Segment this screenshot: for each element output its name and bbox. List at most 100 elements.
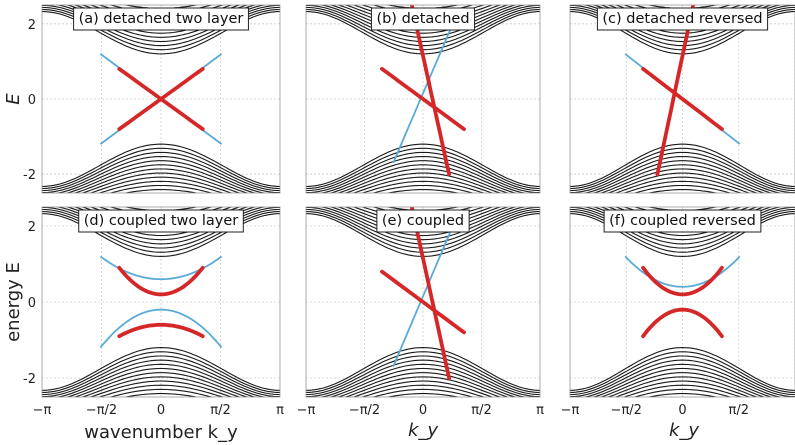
plot-area (306, 5, 540, 193)
bulk-band-line (81, 376, 241, 397)
axes-frame (569, 4, 795, 194)
bulk-band-line (89, 380, 233, 397)
bulk-band-line (306, 207, 540, 245)
bulk-band-line (582, 160, 783, 193)
axes-frame (569, 206, 795, 398)
bulk-band-line (622, 180, 743, 193)
bulk-band-line (55, 160, 267, 193)
edge-state-red (641, 265, 724, 297)
bulk-band-line (306, 155, 540, 193)
bulk-band-line (306, 6, 540, 47)
edge-state-red (641, 67, 724, 131)
bulk-band-line (329, 207, 517, 237)
bulk-band-line (306, 355, 540, 396)
panel-a: (a) detached two layer -2 0 2 (23, 4, 281, 194)
bulk-band-line (646, 189, 719, 193)
plot-area (42, 5, 280, 193)
edge-state-red (117, 265, 205, 297)
bulk-band-line (123, 189, 199, 193)
ytick-label: 0 (28, 93, 36, 108)
bulk-band-line (319, 160, 527, 193)
edge-state-red (655, 5, 696, 177)
bulk-band-line (614, 380, 751, 397)
bulk-band-line (55, 363, 267, 397)
bulk-band-line (591, 164, 774, 193)
bulk-band-line (361, 384, 485, 397)
x-axis-label-mid: k_y (408, 420, 438, 441)
xtick-label: −π/2 (611, 403, 642, 418)
panel-d: (d) coupled two layer -2 0 2 −π −π/2 0 π/2 π (23, 206, 284, 418)
bulk-band-line (344, 172, 502, 193)
edge-state-blue (624, 255, 741, 288)
bulk-band-line (599, 168, 766, 193)
xtick-label: −π/2 (86, 403, 117, 418)
axes-frame (305, 206, 541, 398)
panel-title-box (370, 7, 476, 31)
edge-state-red (380, 269, 466, 335)
panel-f: (f) coupled reversed −π −π/2 0 π/2 (561, 206, 795, 418)
bulk-band-line (328, 164, 518, 193)
bulk-band-line (306, 347, 540, 391)
panel-c: (c) detached reversed (569, 4, 795, 194)
panel-title: (b) detached (376, 11, 469, 27)
bulk-band-line (73, 372, 249, 397)
y-axis-label-top: E (3, 93, 24, 105)
bulk-band-line (123, 393, 199, 397)
bulk-band-line (570, 355, 795, 396)
bulk-band-line (89, 176, 233, 193)
bulk-band-line (582, 363, 783, 397)
xtick-label: −π (561, 403, 580, 418)
bulk-band-line (42, 143, 280, 187)
bulk-band-line (306, 5, 540, 43)
xtick-label: 0 (678, 403, 686, 418)
bulk-band-line (592, 367, 773, 397)
ytick-label: 2 (28, 18, 36, 33)
bulk-band-line (97, 384, 225, 397)
bulk-band-line (633, 388, 732, 397)
y-axis-label-bottom: energy E (3, 262, 24, 342)
bulk-band-line (42, 359, 280, 397)
bulk-band-line (306, 359, 540, 397)
bulk-band-line (319, 363, 527, 397)
edge-state-red (409, 5, 451, 177)
bulk-band-line (352, 380, 494, 397)
x-axis-label-left: wavenumber k_y (84, 422, 238, 443)
bulk-band-line (385, 189, 461, 193)
bulk-band-line (385, 393, 461, 397)
bulk-band-line (570, 351, 795, 393)
ytick-label: -2 (23, 168, 36, 183)
edge-state-red (117, 322, 205, 339)
bulk-band-line (606, 172, 759, 193)
bulk-band-line (123, 5, 199, 9)
xtick-label: π/2 (210, 403, 230, 418)
bulk-band-line (570, 143, 795, 187)
panel-title-box (376, 209, 470, 233)
bulk-band-line (570, 147, 795, 190)
panel-title: (d) coupled two layer (84, 213, 239, 229)
panel-title: (e) coupled (382, 213, 464, 229)
panel-title-box (73, 7, 249, 31)
bulk-band-line (329, 367, 517, 397)
bulk-band-line (570, 359, 795, 397)
bulk-band-line (306, 151, 540, 192)
bulk-band-line (614, 176, 751, 193)
bulk-band-line (42, 351, 280, 393)
bulk-band-line (328, 5, 518, 34)
bulk-band-line (622, 384, 743, 397)
bulk-band-line (306, 143, 540, 187)
bulk-band-line (606, 376, 759, 397)
bulk-band-line (344, 376, 502, 397)
edge-state-red (641, 307, 724, 339)
xtick-label: π (536, 403, 544, 418)
edge-state-red (117, 67, 205, 131)
xtick-label: π/2 (729, 403, 749, 418)
bulk-band-line (319, 5, 527, 38)
bulk-band-line (42, 151, 280, 192)
xtick-label: 0 (157, 403, 165, 418)
bulk-band-line (570, 155, 795, 193)
bulk-band-line (65, 164, 257, 193)
axes-frame (305, 4, 541, 194)
bulk-band-line (352, 176, 494, 193)
edge-state-blue (99, 308, 223, 349)
